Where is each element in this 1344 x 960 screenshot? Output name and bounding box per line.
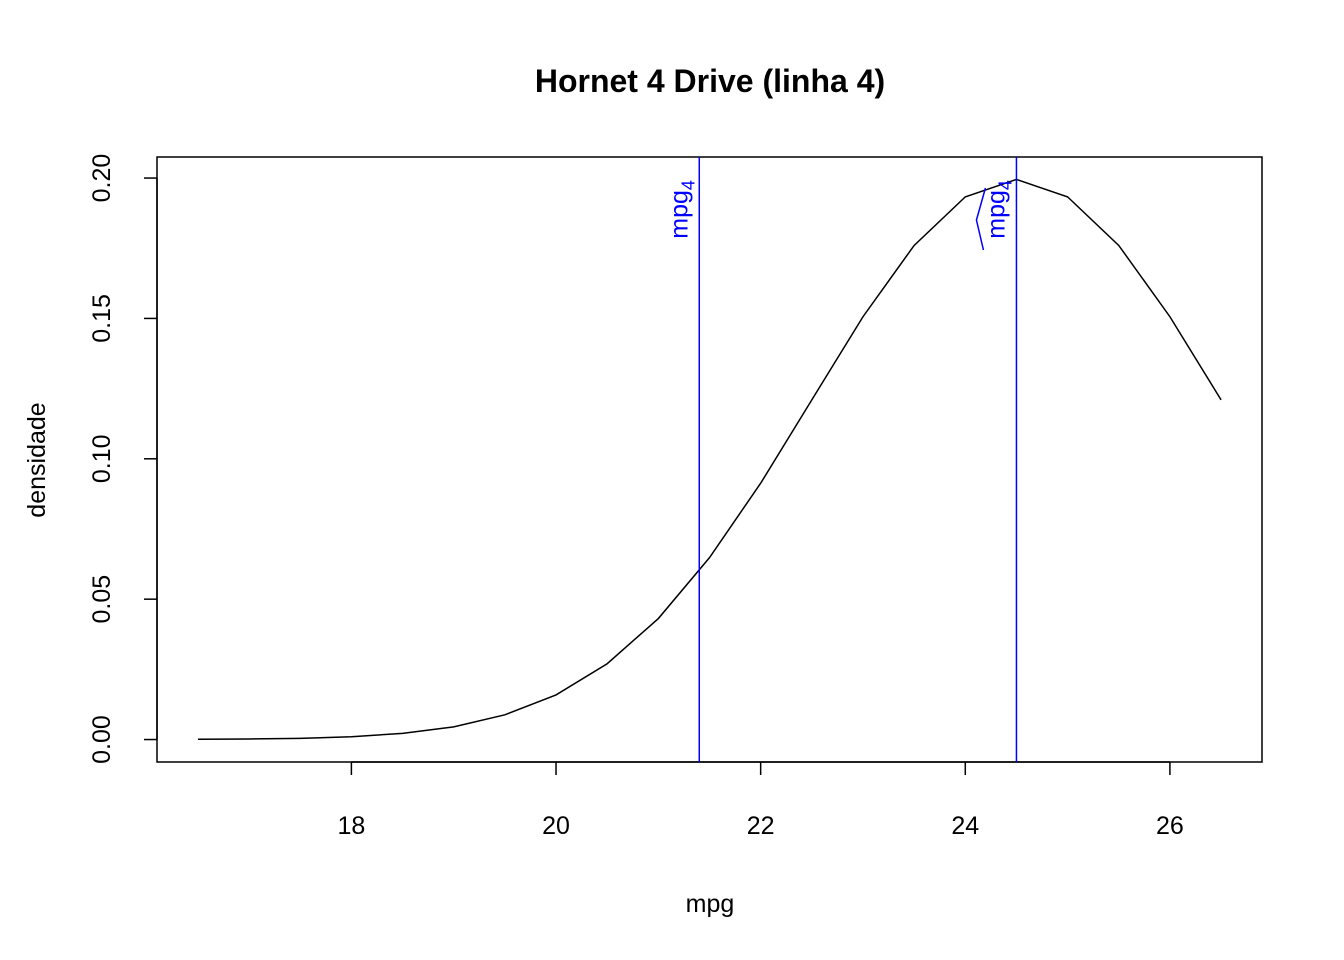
vline-label-subscript: 4: [995, 180, 1015, 190]
y-tick-label: 0.15: [88, 294, 116, 343]
x-tick-label: 26: [1156, 812, 1184, 840]
hat: [975, 187, 987, 251]
x-tick-label: 20: [542, 812, 570, 840]
x-tick-label: 22: [747, 812, 775, 840]
density-line: [197, 178, 1222, 741]
y-tick-label: 0.00: [88, 715, 116, 764]
plot-box: [156, 156, 1263, 763]
x-tick-label: 18: [337, 812, 365, 840]
vline-label-text: mpg: [982, 190, 1010, 239]
y-tick-label: 0.10: [88, 434, 116, 483]
y-tick-label: 0.05: [88, 575, 116, 624]
x-tick-label: 24: [951, 812, 979, 840]
chart-title: Hornet 4 Drive (linha 4): [535, 63, 885, 99]
y-tick-label: 0.20: [88, 154, 116, 203]
x-axis-label: mpg: [686, 890, 735, 918]
vline-label-subscript: 4: [678, 180, 698, 190]
y-axis-label: densidade: [23, 402, 51, 517]
vline-label: mpg4: [665, 180, 698, 239]
vline-label: mpg4: [982, 180, 1015, 239]
vline-label-text: mpg: [665, 190, 693, 239]
